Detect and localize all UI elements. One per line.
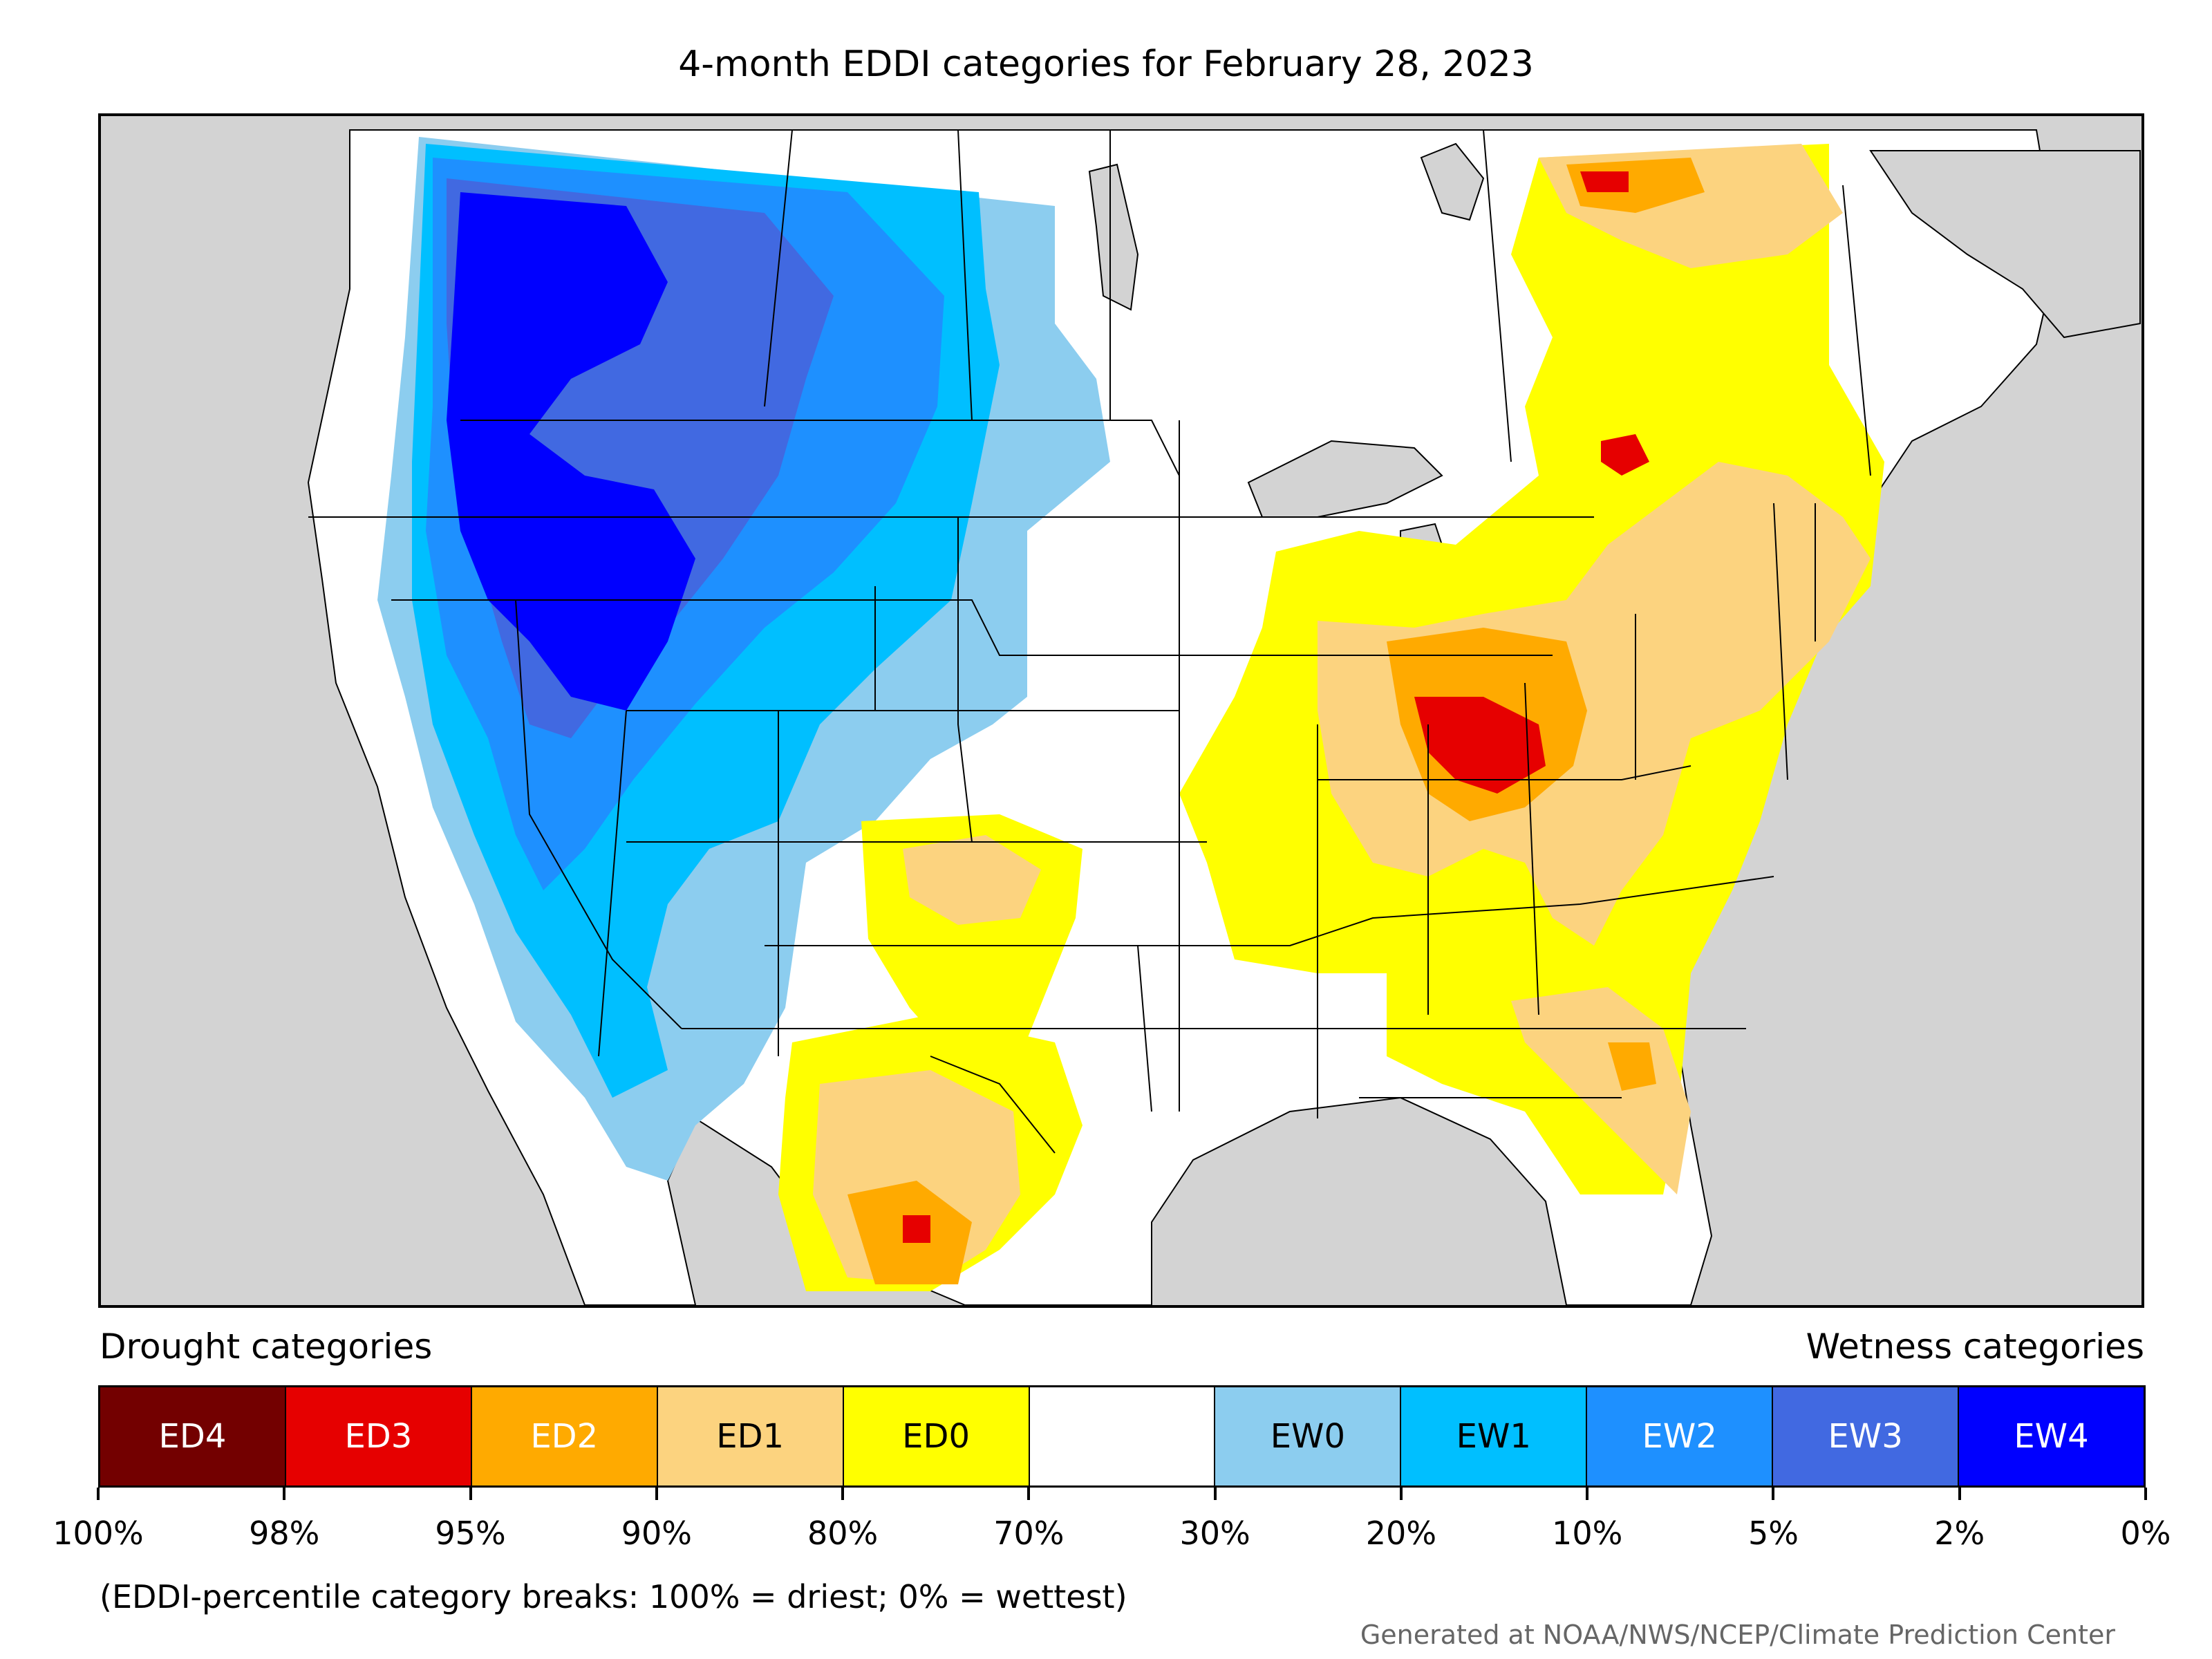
colorbar-tick bbox=[1958, 1488, 1961, 1500]
wetness-regions bbox=[377, 137, 1110, 1181]
map-canvas bbox=[307, 129, 2141, 1305]
colorbar-tick bbox=[841, 1488, 845, 1500]
colorbar-tick bbox=[655, 1488, 658, 1500]
eddi-map bbox=[98, 113, 2144, 1308]
tick-label: 100% bbox=[53, 1515, 144, 1552]
tick-label: 80% bbox=[807, 1515, 879, 1552]
colorbar-tick bbox=[1586, 1488, 1589, 1500]
tick-label: 90% bbox=[621, 1515, 692, 1552]
colorbar-tick bbox=[2144, 1488, 2147, 1500]
legend-cell-neutral bbox=[1029, 1387, 1216, 1485]
map-title: 4-month EDDI categories for February 28,… bbox=[678, 44, 1534, 85]
tick-label: 0% bbox=[2120, 1515, 2171, 1552]
tick-label: 10% bbox=[1552, 1515, 1623, 1552]
legend-cell-ew0: EW0 bbox=[1215, 1387, 1402, 1485]
colorbar-ticks bbox=[97, 1488, 2147, 1501]
tick-label: 2% bbox=[1934, 1515, 1985, 1552]
colorbar-tick bbox=[469, 1488, 472, 1500]
colorbar-tick bbox=[283, 1488, 286, 1500]
legend-cell-ed3: ED3 bbox=[285, 1387, 472, 1485]
tick-label: 70% bbox=[993, 1515, 1065, 1552]
colorbar-tick bbox=[1213, 1488, 1217, 1500]
tick-label: 5% bbox=[1747, 1515, 1799, 1552]
colorbar-tick bbox=[1399, 1488, 1403, 1500]
legend-cell-ed4: ED4 bbox=[100, 1387, 286, 1485]
colorbar-tick bbox=[97, 1488, 100, 1500]
legend-cell-ed0: ED0 bbox=[843, 1387, 1030, 1485]
tick-label: 30% bbox=[1179, 1515, 1250, 1552]
colorbar-tick bbox=[1772, 1488, 1775, 1500]
legend-cell-ed2: ED2 bbox=[471, 1387, 658, 1485]
legend-cell-ed1: ED1 bbox=[657, 1387, 844, 1485]
legend-cell-ew4: EW4 bbox=[1959, 1387, 2144, 1485]
category-colorbar: ED4 ED3 ED2 ED1 ED0 EW0 EW1 EW2 EW3 EW4 bbox=[98, 1385, 2146, 1488]
tick-label: 20% bbox=[1365, 1515, 1437, 1552]
tick-label: 95% bbox=[435, 1515, 506, 1552]
drought-regions bbox=[778, 144, 1884, 1291]
colorbar-tick bbox=[1027, 1488, 1031, 1500]
tick-label: 98% bbox=[249, 1515, 320, 1552]
political-boundaries bbox=[308, 129, 1871, 1154]
wetness-heading: Wetness categories bbox=[1806, 1327, 2144, 1367]
drought-heading: Drought categories bbox=[100, 1327, 433, 1367]
legend-cell-ew2: EW2 bbox=[1587, 1387, 1774, 1485]
legend-cell-ew1: EW1 bbox=[1401, 1387, 1588, 1485]
credit-line: Generated at NOAA/NWS/NCEP/Climate Predi… bbox=[1360, 1620, 2115, 1650]
legend-cell-ew3: EW3 bbox=[1773, 1387, 1960, 1485]
category-footnote: (EDDI-percentile category breaks: 100% =… bbox=[100, 1578, 1127, 1615]
